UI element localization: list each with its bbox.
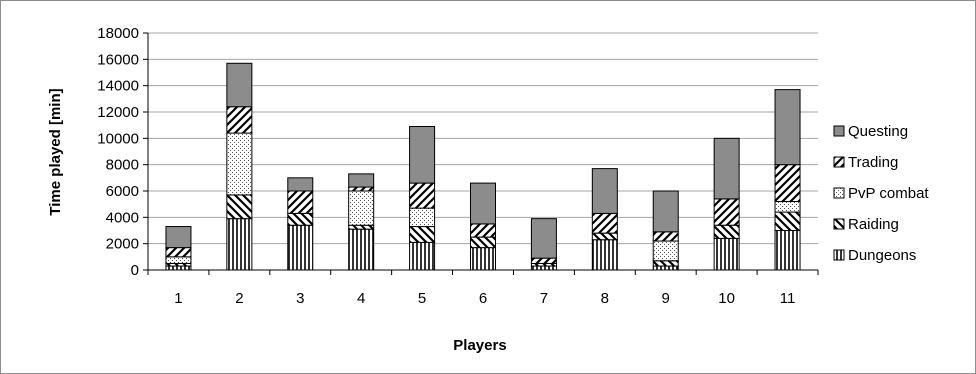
bar-segment-raiding [713,224,740,239]
bar-segment-trading [530,257,557,264]
legend-label: PvP combat [848,185,929,202]
bar-segment-dungeons [591,239,618,271]
x-tick-label: 3 [296,290,304,307]
y-tick-label: 18000 [97,25,139,42]
x-tick-label: 2 [235,290,243,307]
bar-segment-raiding [409,226,436,243]
x-tick-label: 9 [662,290,670,307]
bar-segment-questing [530,218,557,259]
bar-segment-questing [226,62,253,108]
bar-segment-trading [409,182,436,209]
x-axis-title: Players [453,337,506,354]
axes: 0 2000 4000 6000 8000 10000 12000 14000 16000 180… [97,25,819,307]
bar-segment-raiding [226,194,253,220]
legend-swatch [833,249,845,261]
bar-segment-trading [774,164,801,203]
bar-segment-dungeons [713,237,740,271]
bar-segment-trading [591,212,618,234]
legend-label: Questing [848,123,908,140]
bar-segment-questing [165,226,192,249]
legend-label: Raiding [848,216,899,233]
legend-swatch [833,156,845,168]
bar-segment-questing [287,177,314,192]
y-tick-label: 14000 [97,78,139,95]
bar-segment-dungeons [530,265,557,271]
bar-segment-trading [165,247,192,258]
bar-segment-dungeons [165,265,192,271]
y-tick-label: 0 [131,262,139,279]
y-tick-label: 6000 [106,183,139,200]
bar-segment-raiding [470,236,496,249]
bar-segment-pvp-combat [652,240,679,262]
x-tick-label: 4 [357,290,365,307]
bar-segment-raiding [652,260,679,267]
bar-segment-dungeons [348,228,375,271]
bar-segment-raiding [287,212,314,226]
x-tick-label: 6 [479,290,487,307]
bar-segment-raiding [774,211,801,231]
y-tick-label: 10000 [97,130,139,147]
legend: Questing Trading PvP combat Raiding Dungeons [833,123,929,264]
y-tick-label: 2000 [106,236,139,253]
gridlines [148,32,818,245]
bar-segment-questing [652,190,679,233]
bar-segment-dungeons [774,230,801,271]
y-tick-label: 8000 [106,157,139,174]
legend-swatch [833,187,845,199]
bar-segment-trading [713,198,740,226]
bar-segment-trading [287,190,314,214]
bar-segment-pvp-combat [226,132,253,196]
bar-segment-pvp-combat [409,207,436,228]
y-axis-title: Time played [min] [47,88,64,215]
bar-segment-questing [470,182,496,225]
bar-segment-dungeons [287,224,314,271]
bar-segment-pvp-combat [774,201,801,213]
legend-swatch [833,218,845,230]
bar-segment-pvp-combat [165,256,192,264]
x-tick-label: 1 [174,290,182,307]
bar-segment-questing [774,89,801,166]
y-tick-label: 4000 [106,209,139,226]
legend-swatch [833,125,845,137]
y-tick-label: 16000 [97,51,139,68]
bar-segment-dungeons [652,265,679,271]
bar-segment-questing [409,125,436,184]
legend-label: Dungeons [848,247,916,264]
bar-segment-questing [348,173,375,188]
bar-segment-raiding [348,224,375,230]
bar-segment-raiding [591,232,618,241]
x-tick-label: 11 [780,290,796,307]
bar-segment-dungeons [409,241,436,271]
bars [165,62,801,271]
bar-segment-trading [348,186,375,192]
bar-segment-dungeons [470,247,496,271]
bar-segment-trading [226,106,253,134]
bar-segment-pvp-combat [348,190,375,226]
x-tick-label: 5 [418,290,426,307]
bar-segment-trading [652,231,679,242]
x-tick-label: 10 [718,290,735,307]
x-tick-label: 7 [540,290,548,307]
bar-segment-trading [470,223,496,238]
bar-segment-dungeons [226,218,253,271]
x-tick-label: 8 [601,290,609,307]
bar-segment-questing [713,137,740,200]
bar-segment-questing [591,168,618,214]
y-tick-label: 12000 [97,104,139,121]
legend-label: Trading [848,154,898,171]
